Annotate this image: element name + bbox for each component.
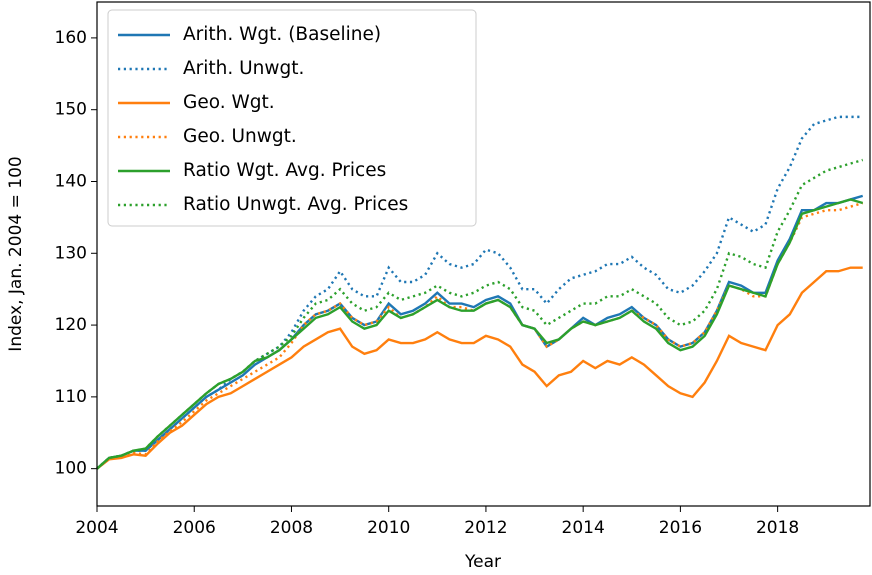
y-tick-label: 100 bbox=[55, 459, 87, 479]
series-line bbox=[96, 194, 864, 470]
series-line bbox=[96, 266, 863, 470]
y-tick-label: 130 bbox=[55, 243, 87, 263]
series-line bbox=[96, 201, 864, 470]
legend-label: Ratio Wgt. Avg. Prices bbox=[183, 160, 386, 181]
y-tick-label: 140 bbox=[55, 171, 87, 191]
legend-label: Arith. Wgt. (Baseline) bbox=[183, 24, 381, 45]
x-tick-label: 2010 bbox=[367, 518, 410, 538]
x-axis-label: Year bbox=[464, 552, 501, 572]
x-tick-label: 2006 bbox=[173, 518, 216, 538]
x-tick-label: 2016 bbox=[659, 518, 702, 538]
y-tick-label: 150 bbox=[55, 100, 87, 120]
x-tick-label: 2014 bbox=[562, 518, 605, 538]
series-line bbox=[96, 115, 863, 470]
y-tick-label: 120 bbox=[55, 315, 87, 335]
series-line bbox=[96, 198, 864, 470]
legend-label: Arith. Unwgt. bbox=[183, 58, 304, 79]
legend-label: Geo. Wgt. bbox=[183, 92, 275, 113]
x-tick-label: 2018 bbox=[756, 518, 799, 538]
y-tick-label: 110 bbox=[55, 387, 87, 407]
series-line bbox=[96, 158, 864, 470]
x-tick-label: 2008 bbox=[270, 518, 313, 538]
legend-label: Geo. Unwgt. bbox=[183, 126, 297, 147]
x-tick-label: 2012 bbox=[464, 518, 507, 538]
y-tick-label: 160 bbox=[55, 28, 87, 48]
x-tick-label: 2004 bbox=[75, 518, 118, 538]
plot-frame bbox=[96, 1, 871, 507]
y-axis-label: Index, Jan. 2004 = 100 bbox=[6, 156, 26, 351]
legend-box bbox=[107, 9, 477, 227]
legend-label: Ratio Unwgt. Avg. Prices bbox=[183, 194, 408, 215]
